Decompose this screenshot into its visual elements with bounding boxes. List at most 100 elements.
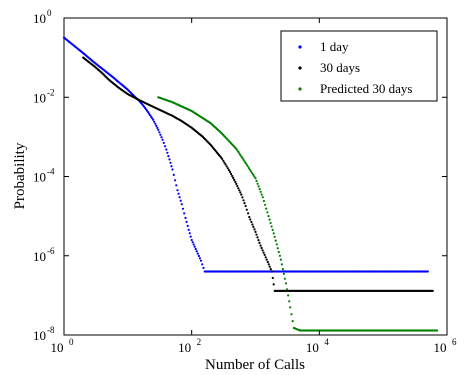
data-point bbox=[157, 128, 160, 131]
y-tick-exponent: -6 bbox=[47, 246, 55, 256]
data-point bbox=[221, 157, 224, 160]
data-point bbox=[167, 155, 170, 158]
data-point bbox=[241, 157, 244, 160]
data-point bbox=[253, 175, 256, 178]
data-point bbox=[253, 228, 256, 231]
data-point bbox=[269, 268, 272, 271]
data-point bbox=[193, 245, 196, 248]
data-point bbox=[251, 172, 254, 175]
data-point bbox=[201, 263, 204, 266]
data-point bbox=[290, 313, 293, 316]
data-point bbox=[248, 168, 252, 171]
data-point bbox=[188, 232, 191, 235]
data-point bbox=[254, 230, 257, 233]
x-tick-exponent: 2 bbox=[197, 337, 202, 347]
data-point bbox=[259, 190, 262, 193]
data-point bbox=[225, 165, 228, 168]
series-1 bbox=[62, 36, 429, 273]
data-point bbox=[233, 178, 236, 181]
data-point bbox=[234, 180, 237, 183]
legend-label: 1 day bbox=[320, 39, 349, 54]
data-point bbox=[250, 170, 253, 173]
data-point bbox=[236, 184, 239, 188]
data-point bbox=[183, 212, 186, 215]
data-point bbox=[222, 159, 225, 162]
data-point bbox=[255, 179, 258, 183]
data-point bbox=[170, 165, 173, 168]
data-point bbox=[172, 173, 175, 176]
data-point bbox=[280, 263, 283, 266]
data-point bbox=[180, 203, 183, 206]
data-point bbox=[268, 265, 271, 268]
data-point bbox=[287, 294, 290, 297]
data-point bbox=[252, 173, 255, 176]
data-point bbox=[289, 306, 292, 309]
data-point bbox=[267, 215, 270, 218]
data-point bbox=[232, 176, 235, 179]
data-point bbox=[279, 258, 282, 261]
data-point bbox=[268, 218, 271, 221]
y-tick-label: 10 bbox=[33, 249, 46, 264]
data-point bbox=[154, 122, 157, 125]
data-point bbox=[199, 259, 203, 262]
data-point bbox=[224, 163, 227, 166]
legend-marker bbox=[298, 66, 302, 70]
data-point bbox=[261, 196, 264, 199]
legend-box bbox=[280, 30, 438, 102]
data-point bbox=[282, 272, 285, 275]
data-point bbox=[184, 216, 187, 219]
x-tick-label: 10 bbox=[178, 340, 191, 355]
y-tick-label: 10 bbox=[33, 328, 46, 343]
y-tick-label: 10 bbox=[33, 90, 46, 105]
data-point bbox=[252, 225, 255, 228]
data-point bbox=[189, 235, 192, 238]
data-point bbox=[159, 133, 162, 136]
data-point bbox=[239, 154, 242, 157]
data-point bbox=[245, 208, 248, 211]
data-point bbox=[192, 243, 195, 246]
data-point bbox=[250, 220, 253, 224]
data-point bbox=[226, 167, 229, 170]
y-tick-exponent: 0 bbox=[47, 8, 52, 18]
data-point bbox=[223, 161, 226, 164]
x-tick-exponent: 0 bbox=[69, 337, 74, 347]
data-point bbox=[231, 174, 234, 178]
data-point bbox=[274, 239, 277, 242]
x-tick-label: 10 bbox=[306, 340, 319, 355]
y-tick-exponent: -4 bbox=[47, 167, 55, 177]
data-point bbox=[174, 179, 177, 182]
data-point bbox=[191, 241, 194, 244]
data-point bbox=[240, 193, 243, 196]
data-point bbox=[161, 138, 164, 141]
legend-marker bbox=[298, 87, 302, 91]
y-tick-label: 10 bbox=[33, 11, 46, 26]
data-point bbox=[271, 228, 274, 231]
data-point bbox=[256, 182, 259, 185]
data-point bbox=[187, 228, 190, 231]
data-point bbox=[272, 283, 275, 286]
data-point bbox=[186, 224, 189, 227]
data-point bbox=[235, 182, 238, 185]
data-point bbox=[247, 167, 250, 170]
data-point bbox=[162, 141, 165, 144]
data-point bbox=[263, 253, 266, 256]
x-tick-exponent: 4 bbox=[324, 337, 329, 347]
legend-label: Predicted 30 days bbox=[320, 81, 412, 96]
legend-entries: 1 day 30 days Predicted 30 days bbox=[298, 39, 412, 96]
data-point bbox=[165, 148, 168, 151]
series-2 bbox=[82, 56, 434, 292]
data-point bbox=[264, 256, 267, 259]
data-point bbox=[153, 120, 156, 123]
data-point bbox=[239, 191, 242, 194]
data-point bbox=[202, 266, 205, 269]
data-point bbox=[178, 196, 181, 199]
x-tick-label: 10 bbox=[51, 340, 64, 355]
data-point bbox=[181, 207, 185, 210]
data-point bbox=[436, 329, 439, 332]
data-point bbox=[261, 249, 264, 252]
data-point bbox=[166, 151, 169, 154]
data-point bbox=[179, 199, 182, 202]
data-point bbox=[247, 212, 250, 215]
data-point bbox=[273, 235, 276, 238]
data-point bbox=[194, 247, 197, 251]
